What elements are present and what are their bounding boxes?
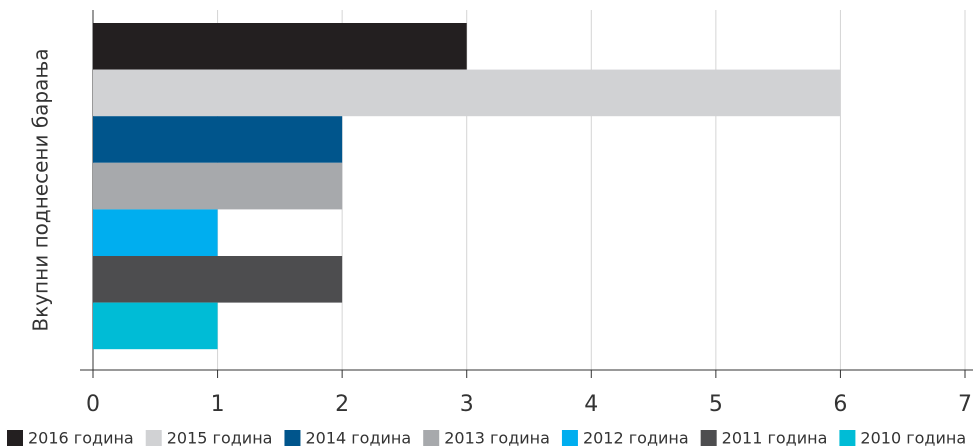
legend-label: 2014 година: [305, 429, 411, 448]
legend-label: 2012 година: [583, 429, 689, 448]
x-tick-label: 4: [584, 392, 598, 417]
x-tick-label: 0: [86, 392, 100, 417]
legend-label: 2015 година: [167, 429, 273, 448]
bar: [93, 116, 343, 163]
x-tick-label: 7: [958, 392, 972, 417]
x-tick-label: 2: [335, 392, 349, 417]
bar: [93, 256, 343, 303]
bar: [93, 209, 218, 256]
x-tick-label: 3: [460, 392, 474, 417]
x-tick-label: 5: [709, 392, 723, 417]
x-tick-label: 1: [211, 392, 225, 417]
legend-swatch: [423, 430, 440, 446]
legend-swatch: [839, 430, 856, 446]
y-axis-label: Вкупни поднесени барања: [29, 48, 53, 331]
legend-label: 2016 година: [28, 429, 134, 448]
legend-swatch: [284, 430, 301, 446]
legend-swatch: [700, 430, 717, 446]
legend-swatch: [145, 430, 162, 446]
bar: [93, 302, 218, 350]
legend-swatch: [7, 430, 23, 446]
x-tick-label: 6: [833, 392, 847, 417]
legend-label: 2011 година: [722, 429, 828, 448]
bar: [93, 23, 467, 70]
bar: [93, 69, 841, 117]
legend-label: 2013 година: [444, 429, 550, 448]
legend-swatch: [561, 430, 578, 446]
legend-label: 2010 година: [860, 429, 966, 448]
bar: [93, 162, 343, 210]
